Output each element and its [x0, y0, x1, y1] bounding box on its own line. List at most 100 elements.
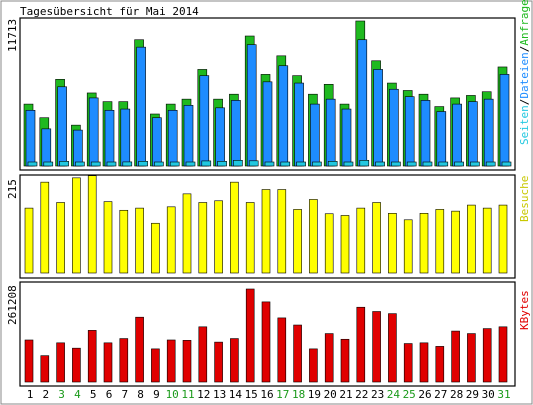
- bar-besuche: [166, 206, 176, 274]
- x-tick-label: 14: [229, 388, 243, 401]
- bar-kbytes: [419, 342, 429, 383]
- bar-seiten: [391, 161, 401, 167]
- bar-dateien: [183, 105, 194, 167]
- bar-kbytes: [340, 338, 350, 383]
- x-tick-label: 4: [74, 388, 81, 401]
- bar-besuche: [419, 213, 429, 274]
- bar-besuche: [261, 189, 271, 274]
- x-tick-label: 24: [387, 388, 401, 401]
- bar-dateien: [468, 101, 478, 167]
- kbytes-legend: KBytes: [518, 290, 531, 330]
- x-tick-label: 8: [137, 388, 144, 401]
- bar-dateien: [499, 74, 510, 167]
- bar-seiten: [75, 161, 85, 167]
- bar-besuche: [135, 207, 144, 274]
- bar-dateien: [199, 75, 210, 167]
- bar-seiten: [406, 161, 417, 167]
- legend-entry: Seiten: [518, 105, 531, 145]
- bar-dateien: [57, 86, 67, 167]
- bar-seiten: [438, 161, 449, 167]
- bar-seiten: [185, 161, 196, 167]
- chart-title: Tagesübersicht für Mai 2014: [20, 5, 199, 18]
- bar-kbytes: [198, 326, 208, 383]
- bar-dateien: [215, 107, 225, 167]
- bar-kbytes: [182, 340, 192, 383]
- bar-seiten: [154, 161, 164, 167]
- panel-frame-2: [19, 281, 516, 387]
- bar-dateien: [420, 100, 431, 167]
- bar-besuche: [182, 193, 192, 274]
- bar-besuche: [372, 202, 381, 274]
- bar-dateien: [88, 97, 99, 167]
- hits-bars: [23, 20, 512, 167]
- bar-dateien: [278, 65, 289, 167]
- x-tick-label: 15: [245, 388, 258, 401]
- visits-bars: [24, 175, 508, 274]
- bar-kbytes: [467, 333, 476, 383]
- bar-besuche: [198, 202, 208, 274]
- x-tick-label: 6: [106, 388, 113, 401]
- kbytes-bars: [24, 288, 508, 383]
- bar-seiten: [122, 161, 133, 167]
- panel-frame-1: [19, 174, 516, 279]
- bar-besuche: [230, 181, 239, 274]
- bar-kbytes: [87, 330, 97, 383]
- x-tick-label: 27: [434, 388, 447, 401]
- bar-kbytes: [403, 343, 413, 383]
- bar-seiten: [501, 161, 512, 167]
- panel-frame-0: [19, 17, 516, 171]
- bar-dateien: [294, 82, 304, 167]
- bar-besuche: [277, 189, 287, 274]
- bar-kbytes: [40, 355, 50, 383]
- bar-besuche: [482, 207, 492, 274]
- bar-seiten: [312, 161, 322, 167]
- bar-dateien: [246, 44, 257, 167]
- bar-dateien: [41, 128, 52, 167]
- bar-besuche: [435, 209, 445, 274]
- bar-besuche: [403, 219, 413, 274]
- visits-ymax-label: 215: [6, 179, 19, 199]
- bar-dateien: [104, 109, 115, 167]
- bar-besuche: [324, 213, 334, 274]
- bar-seiten: [375, 161, 385, 167]
- bar-besuche: [87, 175, 97, 274]
- bar-dateien: [357, 39, 368, 167]
- bar-besuche: [293, 209, 302, 274]
- bar-besuche: [340, 215, 350, 274]
- bar-besuche: [356, 207, 366, 274]
- legend-separator: /: [518, 99, 531, 106]
- bar-dateien: [341, 108, 352, 167]
- bar-kbytes: [435, 346, 445, 383]
- bar-seiten: [454, 161, 464, 167]
- bar-besuche: [245, 202, 255, 274]
- bar-dateien: [373, 69, 383, 167]
- bar-seiten: [106, 161, 117, 167]
- bar-kbytes: [498, 326, 508, 383]
- bar-kbytes: [293, 324, 302, 383]
- bar-seiten: [217, 160, 227, 167]
- visits-legend: Besuche: [518, 176, 531, 222]
- bar-dateien: [310, 103, 320, 167]
- bar-kbytes: [482, 328, 492, 383]
- bar-kbytes: [245, 288, 255, 383]
- x-tick-label: 19: [308, 388, 321, 401]
- bar-kbytes: [56, 342, 65, 383]
- bar-seiten: [43, 161, 54, 167]
- bar-seiten: [138, 160, 148, 167]
- bar-kbytes: [388, 313, 397, 383]
- x-tick-label: 7: [121, 388, 128, 401]
- bar-kbytes: [372, 311, 381, 383]
- x-tick-label: 26: [418, 388, 431, 401]
- bar-dateien: [452, 103, 462, 167]
- x-tick-label: 29: [466, 388, 479, 401]
- bar-dateien: [404, 96, 415, 167]
- bar-dateien: [325, 98, 336, 167]
- x-tick-label: 1: [27, 388, 34, 401]
- bar-seiten: [248, 160, 259, 167]
- bar-kbytes: [214, 341, 223, 383]
- bar-dateien: [436, 111, 447, 167]
- bar-kbytes: [151, 348, 160, 383]
- bar-besuche: [24, 207, 34, 274]
